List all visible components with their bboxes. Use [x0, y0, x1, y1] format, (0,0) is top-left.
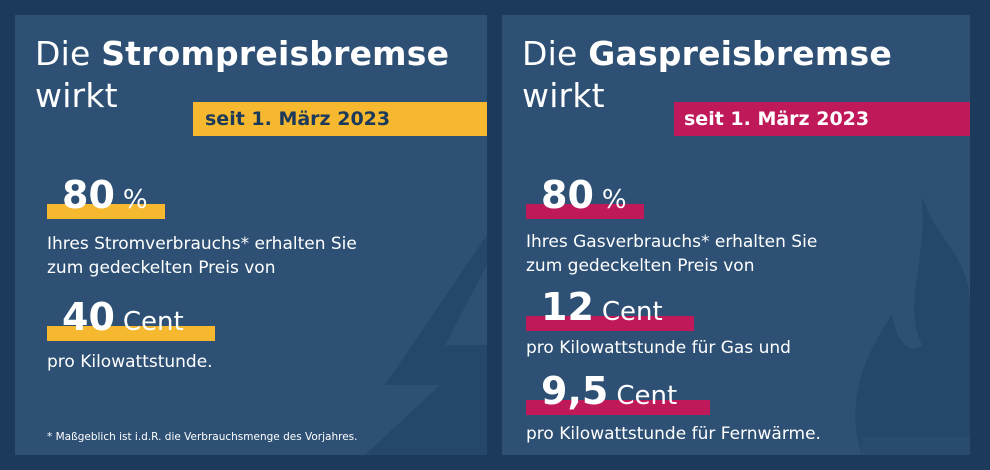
gas-title-bold: Gaspreisbremse — [588, 34, 892, 73]
gas-price2-value: 9,5 — [541, 369, 609, 413]
strom-price-unit: Cent — [122, 307, 184, 337]
gas-percent-bar — [526, 204, 644, 219]
gaspreisbremse-panel: Die Gaspreisbremse wirkt seit 1. März 20… — [502, 15, 970, 455]
lightning-bolt-icon — [365, 235, 487, 455]
gas-date-badge: seit 1. März 2023 — [674, 102, 970, 136]
strom-price-value: 40 — [62, 295, 115, 339]
strom-price-bar — [47, 326, 215, 341]
gas-desc-line2: zum gedeckelten Preis von — [526, 256, 755, 276]
gas-price1-bar — [526, 316, 694, 331]
strompreisbremse-panel: Die Strompreisbremse wirkt seit 1. März … — [15, 15, 487, 455]
strom-date-badge: seit 1. März 2023 — [193, 102, 487, 136]
strom-price-description: pro Kilowattstunde. — [47, 352, 213, 372]
gas-desc-line1: Ihres Gasverbrauchs* erhalten Sie — [526, 232, 818, 252]
strom-description: Ihres Stromverbrauchs* erhalten Sie zum … — [47, 232, 357, 280]
gas-percent-highlight: 80% — [526, 173, 656, 219]
gas-flame-icon — [855, 195, 970, 455]
gas-description: Ihres Gasverbrauchs* erhalten Sie zum ge… — [526, 230, 817, 278]
strom-percent-bar — [47, 204, 165, 219]
strom-percent-unit: % — [122, 185, 148, 215]
gas-price1-unit: Cent — [601, 297, 663, 327]
strom-title-regular: Die — [35, 34, 91, 73]
strom-title: Die Strompreisbremse wirkt — [35, 33, 449, 117]
strom-date-text: seit 1. März 2023 — [205, 108, 391, 130]
gas-percent-unit: % — [601, 185, 627, 215]
gas-title-regular: Die — [522, 34, 578, 73]
gas-date-text: seit 1. März 2023 — [684, 108, 870, 130]
strom-title-bold: Strompreisbremse — [101, 34, 450, 73]
strom-desc-line2: zum gedeckelten Preis von — [47, 258, 276, 278]
gas-percent-value: 80 — [541, 173, 594, 217]
gas-price2-unit: Cent — [616, 381, 678, 411]
gas-price1-description: pro Kilowattstunde für Gas und — [526, 338, 791, 358]
strom-title-line2: wirkt — [35, 76, 118, 115]
gas-title-line2: wirkt — [522, 76, 605, 115]
gas-price2-bar — [526, 400, 710, 415]
strom-desc-line1: Ihres Stromverbrauchs* erhalten Sie — [47, 234, 357, 254]
strom-percent-highlight: 80% — [47, 173, 177, 219]
strom-percent-value: 80 — [62, 173, 115, 217]
gas-price2-description: pro Kilowattstunde für Fernwärme. — [526, 424, 821, 444]
gas-price1-value: 12 — [541, 285, 594, 329]
gas-price2-highlight: 9,5 Cent — [526, 369, 726, 415]
strom-price-highlight: 40 Cent — [47, 295, 247, 341]
strom-footnote: * Maßgeblich ist i.d.R. die Verbrauchsme… — [47, 431, 358, 443]
gas-title: Die Gaspreisbremse wirkt — [522, 33, 892, 117]
gas-price1-highlight: 12 Cent — [526, 285, 716, 331]
